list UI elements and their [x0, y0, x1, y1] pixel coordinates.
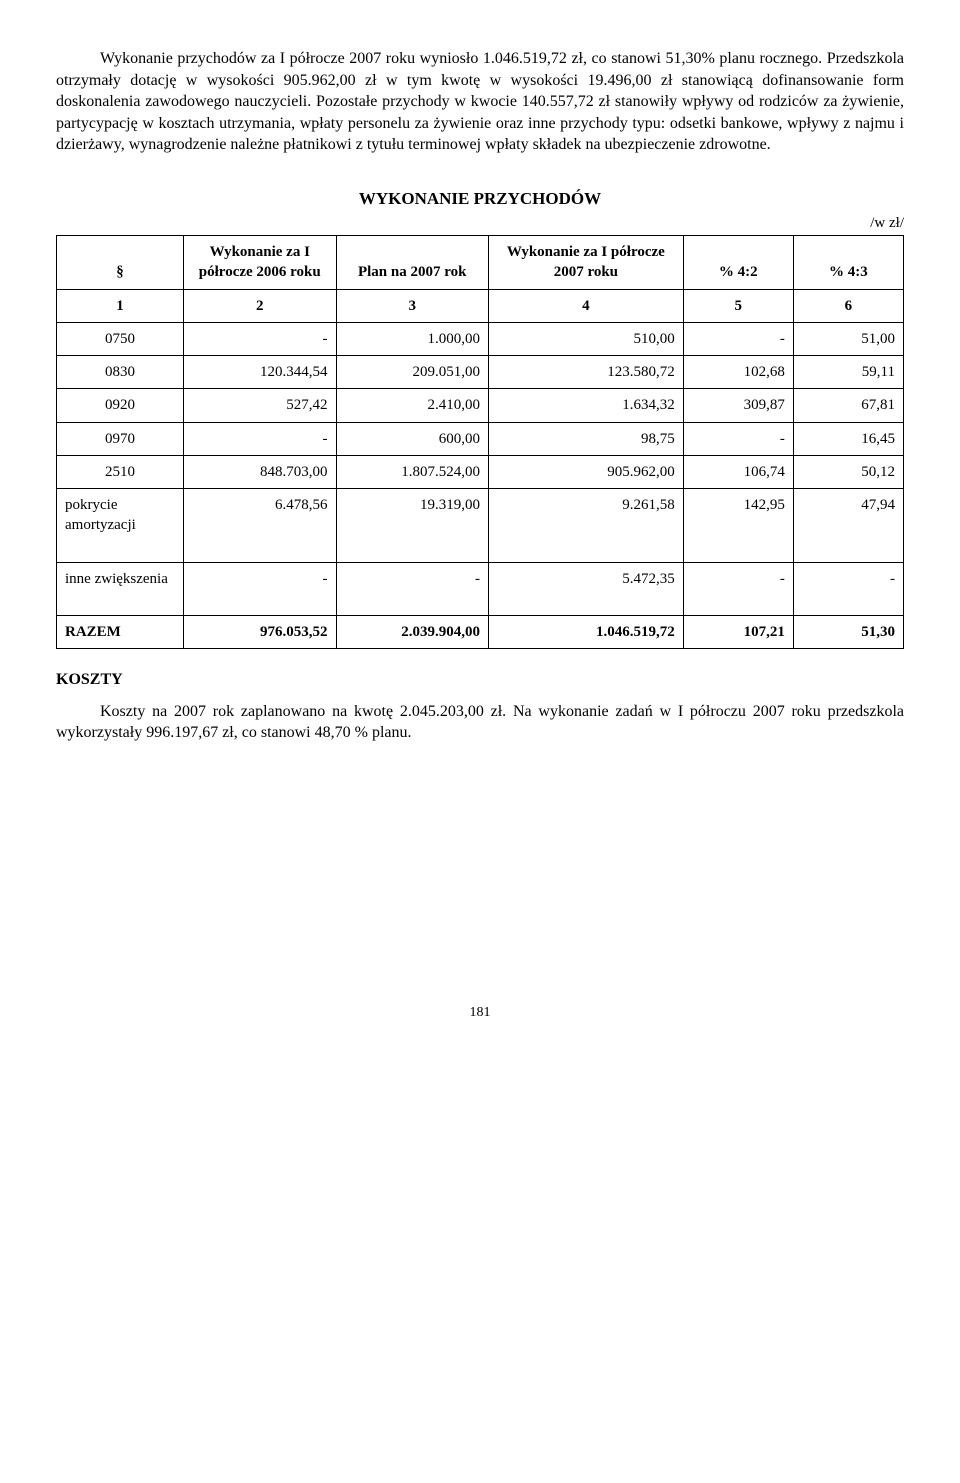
cell: 2.039.904,00 — [336, 615, 488, 648]
cell: - — [184, 322, 336, 355]
cell: 0970 — [57, 422, 184, 455]
col-header-pct43: % 4:3 — [793, 236, 903, 290]
cell: 527,42 — [184, 389, 336, 422]
cell: 98,75 — [488, 422, 683, 455]
cell: 0750 — [57, 322, 184, 355]
cell: - — [336, 562, 488, 615]
table-row: 0830 120.344,54 209.051,00 123.580,72 10… — [57, 356, 904, 389]
numrow-1: 1 — [57, 289, 184, 322]
cell: 1.807.524,00 — [336, 455, 488, 488]
cell: 9.261,58 — [488, 489, 683, 563]
cell: - — [184, 562, 336, 615]
col-header-2007: Wykonanie za I półrocze 2007 roku — [488, 236, 683, 290]
unit-note: /w zł/ — [56, 213, 904, 233]
cell: 51,00 — [793, 322, 903, 355]
numrow-3: 3 — [336, 289, 488, 322]
cell: 106,74 — [683, 455, 793, 488]
cell: 120.344,54 — [184, 356, 336, 389]
paragraph-2: Koszty na 2007 rok zaplanowano na kwotę … — [56, 701, 904, 744]
table-total-row: RAZEM 976.053,52 2.039.904,00 1.046.519,… — [57, 615, 904, 648]
table-row: pokrycie amortyzacji 6.478,56 19.319,00 … — [57, 489, 904, 563]
cell: 51,30 — [793, 615, 903, 648]
cell: 905.962,00 — [488, 455, 683, 488]
koszty-heading: KOSZTY — [56, 669, 904, 691]
cell: 5.472,35 — [488, 562, 683, 615]
cell: 1.046.519,72 — [488, 615, 683, 648]
page-number: 181 — [56, 1004, 904, 1023]
cell: 16,45 — [793, 422, 903, 455]
cell: 848.703,00 — [184, 455, 336, 488]
cell: pokrycie amortyzacji — [57, 489, 184, 563]
cell: 59,11 — [793, 356, 903, 389]
cell: - — [793, 562, 903, 615]
cell: - — [184, 422, 336, 455]
cell: - — [683, 322, 793, 355]
table-row: 0920 527,42 2.410,00 1.634,32 309,87 67,… — [57, 389, 904, 422]
cell: 0830 — [57, 356, 184, 389]
cell: 2.410,00 — [336, 389, 488, 422]
cell: 1.634,32 — [488, 389, 683, 422]
numrow-5: 5 — [683, 289, 793, 322]
col-header-pct42: % 4:2 — [683, 236, 793, 290]
cell: - — [683, 562, 793, 615]
col-header-section: § — [57, 236, 184, 290]
cell: 102,68 — [683, 356, 793, 389]
cell: 107,21 — [683, 615, 793, 648]
numrow-6: 6 — [793, 289, 903, 322]
cell: 600,00 — [336, 422, 488, 455]
cell: 142,95 — [683, 489, 793, 563]
cell: 510,00 — [488, 322, 683, 355]
cell: 50,12 — [793, 455, 903, 488]
cell: 123.580,72 — [488, 356, 683, 389]
cell: inne zwiększenia — [57, 562, 184, 615]
cell: 47,94 — [793, 489, 903, 563]
cell: 1.000,00 — [336, 322, 488, 355]
cell: 309,87 — [683, 389, 793, 422]
numrow-4: 4 — [488, 289, 683, 322]
cell: - — [683, 422, 793, 455]
cell: 2510 — [57, 455, 184, 488]
table-numrow: 1 2 3 4 5 6 — [57, 289, 904, 322]
table-row: inne zwiększenia - - 5.472,35 - - — [57, 562, 904, 615]
cell: 6.478,56 — [184, 489, 336, 563]
table-row: 0750 - 1.000,00 510,00 - 51,00 — [57, 322, 904, 355]
table-header-row: § Wykonanie za I półrocze 2006 roku Plan… — [57, 236, 904, 290]
cell: 0920 — [57, 389, 184, 422]
paragraph-1: Wykonanie przychodów za I półrocze 2007 … — [56, 48, 904, 156]
table-row: 0970 - 600,00 98,75 - 16,45 — [57, 422, 904, 455]
cell-total-label: RAZEM — [57, 615, 184, 648]
numrow-2: 2 — [184, 289, 336, 322]
table-row: 2510 848.703,00 1.807.524,00 905.962,00 … — [57, 455, 904, 488]
table-title: WYKONANIE PRZYCHODÓW — [56, 188, 904, 211]
cell: 19.319,00 — [336, 489, 488, 563]
col-header-plan: Plan na 2007 rok — [336, 236, 488, 290]
cell: 209.051,00 — [336, 356, 488, 389]
revenue-table: § Wykonanie za I półrocze 2006 roku Plan… — [56, 235, 904, 649]
cell: 976.053,52 — [184, 615, 336, 648]
col-header-2006: Wykonanie za I półrocze 2006 roku — [184, 236, 336, 290]
cell: 67,81 — [793, 389, 903, 422]
